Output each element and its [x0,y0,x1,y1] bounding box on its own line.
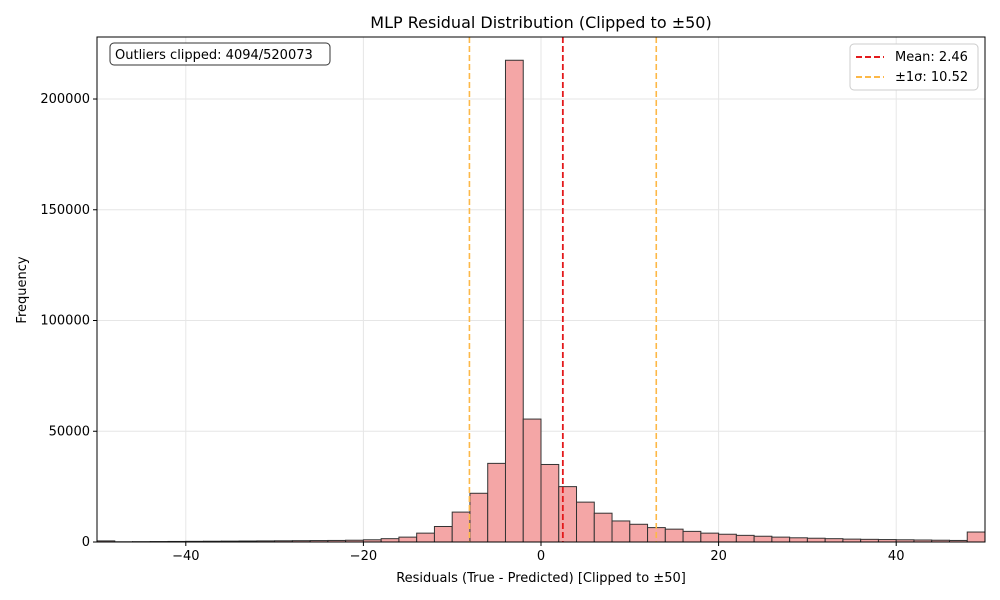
histogram-bar [735,534,755,543]
legend-box [849,43,979,91]
x-axis-ticks: −40 −20 0 20 40 [172,542,904,564]
x-tick-label: 20 [710,549,727,564]
outliers-annotation: Outliers clipped: 4094/520073 [109,42,331,66]
histogram-bar [540,463,560,543]
histogram-bar [682,530,702,543]
annotation-text: Outliers clipped: 4094/520073 [115,48,313,63]
histogram-bar [558,486,578,543]
x-axis-label: Residuals (True - Predicted) [Clipped to… [396,571,686,586]
histogram-bar [789,537,808,543]
histogram-bar [416,532,435,543]
y-tick-label: 0 [82,535,90,550]
histogram-bar [629,523,649,543]
reference-lines [468,37,658,542]
histogram-bar [771,536,791,543]
y-axis-label: Frequency [15,256,30,323]
chart-title: MLP Residual Distribution (Clipped to ±5… [370,13,711,32]
histogram-bar [700,532,720,543]
histogram-bar [718,533,737,543]
histogram-bars [96,59,986,543]
histogram-bar [522,418,542,543]
histogram-bar [664,528,684,543]
histogram-bar [451,511,471,543]
y-tick-label: 100000 [40,314,90,329]
y-axis-ticks: 0 50000 100000 150000 200000 [40,92,97,550]
y-tick-label: 150000 [40,203,90,218]
histogram-bar [593,512,613,543]
histogram-bar [398,536,418,543]
x-tick-label: −40 [172,549,199,564]
histogram-bar [611,520,631,543]
x-tick-label: 40 [888,549,905,564]
x-tick-label: −20 [350,549,377,564]
histogram-bar [487,462,506,543]
legend: Mean: 2.46 ±1σ: 10.52 [849,43,979,91]
y-tick-label: 50000 [49,424,90,439]
histogram-bar [753,535,773,543]
histogram-bar [469,492,489,543]
histogram-bar [806,537,826,543]
histogram-bar [433,525,453,543]
legend-mean-label: Mean: 2.46 [895,50,968,65]
legend-sigma-label: ±1σ: 10.52 [895,70,968,85]
annotation-box [109,42,331,66]
x-tick-label: 0 [537,549,545,564]
histogram-bar [504,59,524,543]
histogram-bar [576,501,595,543]
histogram-bar [966,531,986,543]
y-tick-label: 200000 [40,92,90,107]
